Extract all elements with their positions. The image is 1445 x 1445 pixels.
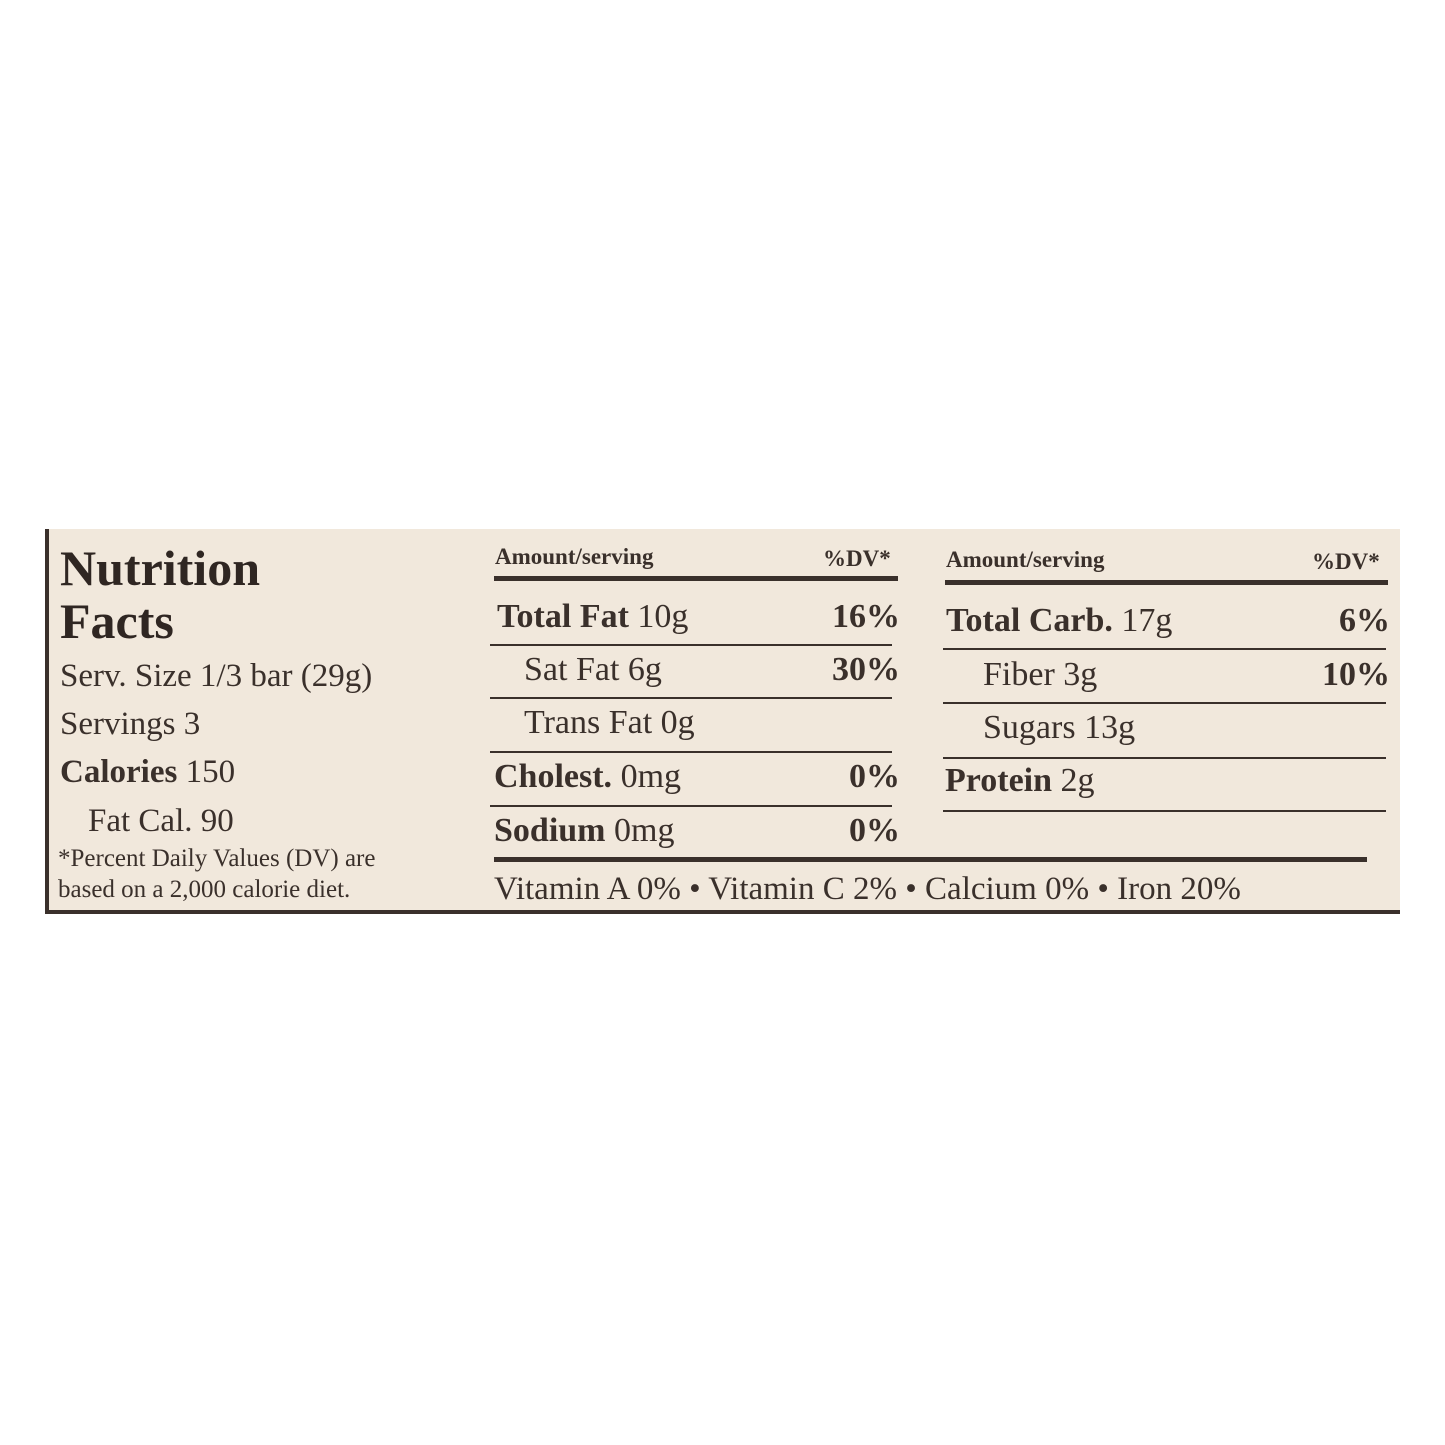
row-divider [943,757,1386,759]
dv-fiber: 10% [1322,656,1390,693]
serving-size: Serv. Size 1/3 bar (29g) [60,658,373,694]
footnote-line1: *Percent Daily Values (DV) are [58,845,376,872]
nutrition-facts-label [45,529,1400,914]
nutrient-name: Sugars [983,709,1076,746]
nutrient-name: Cholest. [494,758,613,795]
calories-value: 150 [185,754,236,790]
left-header-rule [494,576,898,581]
dv-cholesterol: 0% [849,758,900,795]
right-header-amount: Amount/serving [946,547,1105,572]
nutrient-amount: 0mg [620,758,682,795]
right-header-dv: %DV* [1312,549,1380,574]
row-divider [490,805,892,807]
nutrient-amount: 0mg [614,812,675,849]
dv-sat-fat: 30% [832,651,900,688]
row-divider [490,697,892,699]
nutrient-name: Protein [945,762,1053,799]
row-sat-fat: Sat Fat 6g [524,651,662,689]
vitamins-rule [494,857,1367,862]
nutrient-amount: 2g [1060,762,1095,799]
row-sodium: Sodium 0mg [494,812,674,850]
calories-label: Calories [60,754,178,790]
right-header-rule [945,580,1388,585]
dv-total-fat: 16% [832,598,900,635]
row-divider [490,644,892,646]
row-total-fat: Total Fat 10g [497,598,688,636]
row-divider [943,810,1386,812]
nutrient-amount: 10g [637,598,689,635]
nutrient-name: Fiber [983,656,1055,693]
row-divider [943,702,1386,704]
calories: Calories 150 [60,754,235,790]
nutrient-name: Trans Fat [524,704,653,741]
fat-calories: Fat Cal. 90 [88,803,234,839]
row-trans-fat: Trans Fat 0g [524,704,695,742]
servings: Servings 3 [60,706,201,742]
nutrient-amount: 3g [1063,656,1098,693]
nutrient-name: Sat Fat [524,651,620,688]
title-nutrition: Nutrition [60,540,260,596]
nutrient-amount: 17g [1121,602,1173,639]
row-protein: Protein 2g [945,762,1095,800]
row-divider [943,648,1386,650]
nutrient-name: Sodium [494,812,606,849]
row-cholesterol: Cholest. 0mg [494,758,681,796]
row-total-carb: Total Carb. 17g [946,602,1172,640]
left-header-amount: Amount/serving [495,544,654,569]
dv-sodium: 0% [849,812,900,849]
row-divider [490,751,892,753]
nutrient-name: Total Fat [497,598,629,635]
vitamins-line: Vitamin A 0% • Vitamin C 2% • Calcium 0%… [494,871,1241,907]
dv-total-carb: 6% [1339,602,1390,639]
left-header-dv: %DV* [823,546,891,571]
row-fiber: Fiber 3g [983,656,1097,694]
footnote-line2: based on a 2,000 calorie diet. [58,876,351,903]
title-facts: Facts [60,593,174,649]
nutrient-amount: 13g [1084,709,1136,746]
nutrient-name: Total Carb. [946,602,1113,639]
nutrient-amount: 0g [660,704,695,741]
nutrient-amount: 6g [627,651,662,688]
row-sugars: Sugars 13g [983,709,1135,747]
